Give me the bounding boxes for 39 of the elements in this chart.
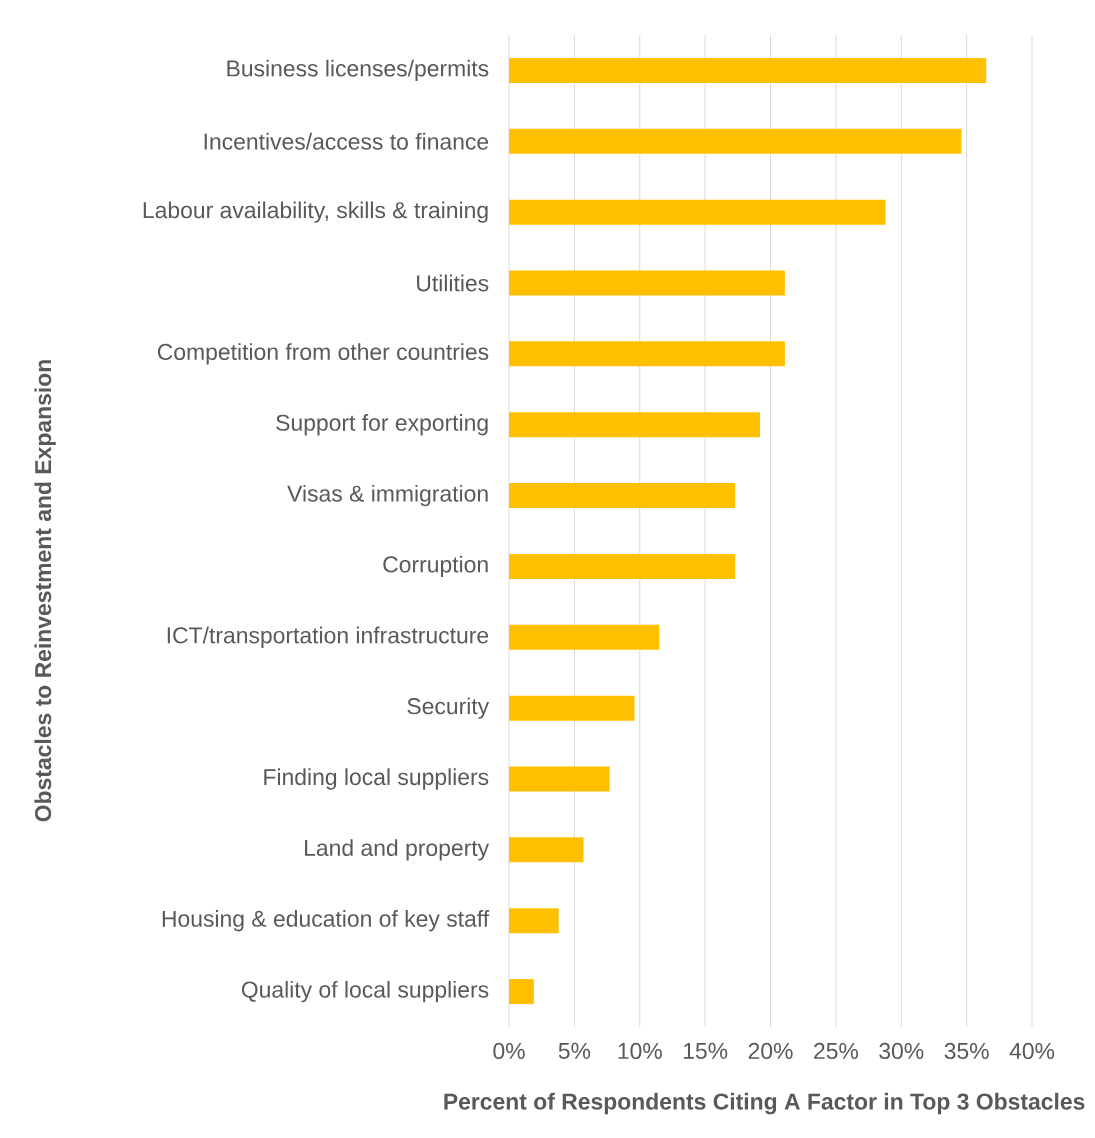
y-tick-label: Incentives/access to finance (204, 132, 489, 150)
y-tick-label: Housing & education of key staff (162, 910, 490, 932)
bar (509, 57, 987, 83)
x-tick-label: 5% (558, 1042, 591, 1059)
bar (509, 199, 886, 225)
bar (509, 270, 785, 296)
x-tick-label: 20% (748, 1042, 793, 1060)
y-tick-label: Finding local suppliers (264, 768, 489, 790)
y-tick-label: Corruption (383, 555, 488, 578)
bar (509, 553, 736, 579)
y-tick-label: Support for exporting (276, 414, 488, 436)
y-tick-label: Labour availability, skills & training (143, 201, 488, 223)
bar (509, 624, 660, 650)
x-tick-label: 30% (879, 1042, 924, 1060)
y-tick-label: Security (407, 697, 490, 719)
bar (509, 341, 785, 367)
bar (509, 908, 559, 934)
y-tick-label: Business licenses/permits (227, 59, 489, 82)
bar (509, 837, 584, 863)
bar (509, 766, 610, 792)
bar (509, 128, 962, 154)
y-tick-label: Land and property (305, 839, 490, 861)
bar (509, 483, 736, 509)
x-tick-label: 35% (944, 1042, 989, 1060)
y-tick-label: Utilities (417, 274, 489, 292)
bar (509, 695, 635, 721)
x-axis-title: Percent of Respondents Citing A Factor in Top 3 Obstacles (444, 1092, 1085, 1115)
y-tick-label: Quality of local suppliers (241, 980, 489, 1003)
bar (509, 979, 534, 1005)
y-tick-label: ICT/transportation infrastructure (167, 626, 489, 648)
x-tick-label: 25% (814, 1042, 858, 1060)
x-tick-label: 0% (493, 1042, 525, 1060)
y-tick-label: Visas & immigration (287, 484, 488, 507)
y-tick-label: Competition from other countries (157, 343, 489, 365)
x-tick-label: 15% (683, 1042, 728, 1059)
x-tick-label: 10% (618, 1042, 662, 1060)
y-axis-title: Obstacles to Reinvestment and Expansion (34, 360, 56, 822)
x-tick-label: 40% (1009, 1042, 1055, 1060)
bar (509, 412, 761, 438)
